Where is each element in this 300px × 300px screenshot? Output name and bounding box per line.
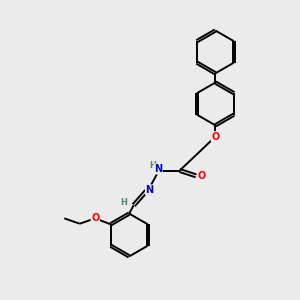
Text: H: H (149, 161, 156, 170)
Text: N: N (145, 185, 154, 195)
Text: O: O (197, 171, 206, 181)
Text: O: O (211, 132, 220, 142)
Text: O: O (91, 213, 99, 224)
Text: N: N (154, 164, 162, 174)
Text: H: H (120, 198, 127, 207)
